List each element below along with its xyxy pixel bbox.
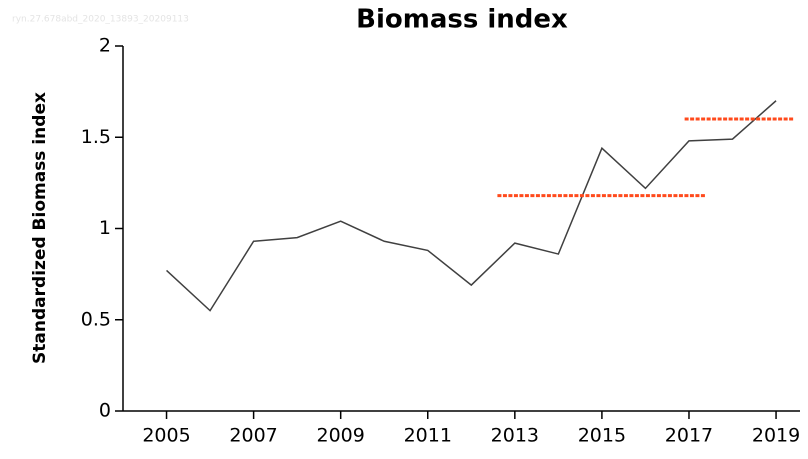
x-tick-label: 2007 xyxy=(229,425,277,447)
y-tick-label: 0 xyxy=(99,400,111,422)
y-tick-label: 1.5 xyxy=(81,126,111,148)
data-line xyxy=(166,100,777,312)
x-tick-label: 2005 xyxy=(142,425,190,447)
chart-title: Biomass index xyxy=(356,5,568,35)
y-tick-label: 2 xyxy=(99,35,111,57)
watermark: ryn.27.678abd_2020_13893_20209113 xyxy=(12,15,189,25)
y-axis-label: Standardized Biomass index xyxy=(30,92,50,364)
x-tick-label: 2015 xyxy=(578,425,626,447)
y-tick-label: 0.5 xyxy=(81,308,111,330)
x-tick-label: 2019 xyxy=(752,425,800,447)
x-tick-label: 2017 xyxy=(665,425,713,447)
x-tick-label: 2013 xyxy=(491,425,539,447)
x-tick-label: 2011 xyxy=(404,425,452,447)
y-tick-label: 1 xyxy=(99,217,111,239)
x-tick-label: 2009 xyxy=(317,425,365,447)
